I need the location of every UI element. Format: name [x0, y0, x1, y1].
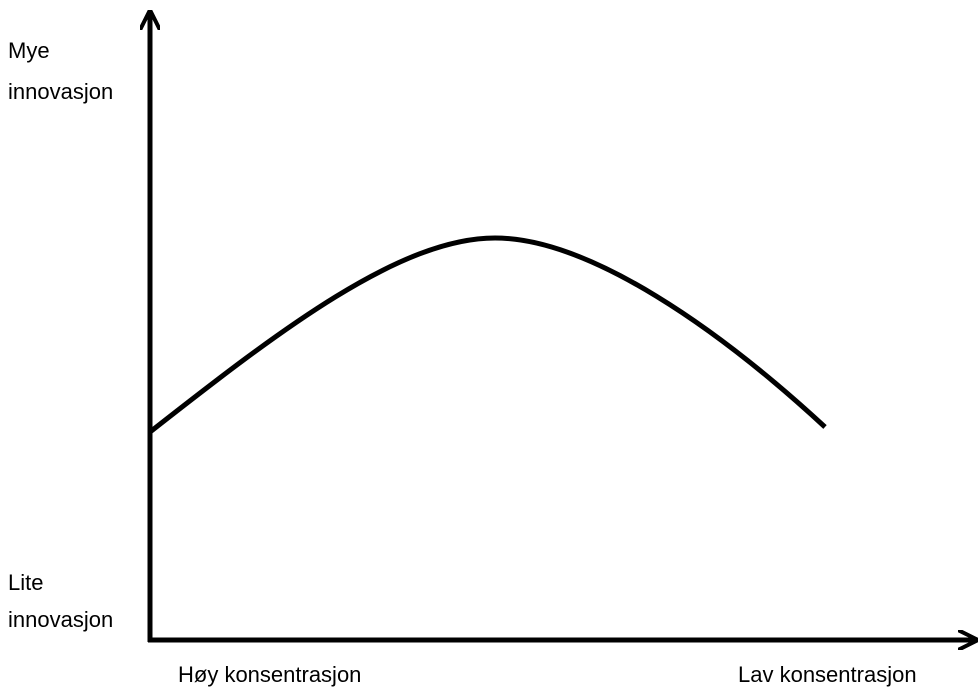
y-bottom-label: innovasjon: [8, 607, 113, 632]
x-right-label: Lav konsentrasjon: [738, 662, 917, 687]
y-top-label: innovasjon: [8, 79, 113, 104]
y-top-label: Mye: [8, 38, 50, 63]
x-left-label: Høy konsentrasjon: [178, 662, 361, 687]
y-bottom-label: Lite: [8, 570, 43, 595]
curve: [148, 235, 827, 434]
